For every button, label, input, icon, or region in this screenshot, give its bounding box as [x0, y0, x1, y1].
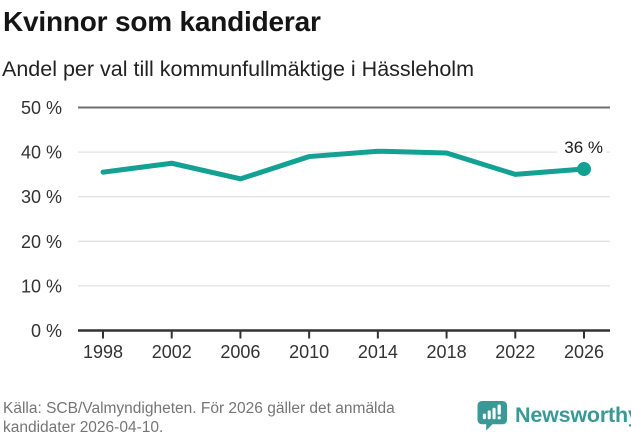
x-tick-label: 2018: [427, 342, 467, 362]
last-point-marker: [577, 162, 591, 176]
end-value-label: 36 %: [564, 138, 603, 157]
newsworthy-logo: Newsworthy: [477, 399, 631, 432]
x-tick-label: 2006: [220, 342, 260, 362]
y-tick-label: 10 %: [21, 276, 62, 296]
y-tick-label: 0 %: [31, 321, 62, 341]
y-tick-label: 30 %: [21, 187, 62, 207]
x-tick-label: 2026: [564, 342, 604, 362]
line-chart: 0 % 10 % 20 % 30 % 40 % 50 % 1998 2002 2006 2010 2…: [0, 95, 631, 380]
chart-subtitle: Andel per val till kommunfullmäktige i H…: [2, 57, 474, 82]
x-tick-label: 2022: [495, 342, 535, 362]
trend-line: [103, 151, 584, 179]
y-tick-label: 40 %: [21, 143, 62, 163]
x-tick-label: 2014: [358, 342, 398, 362]
page-title: Kvinnor som kandiderar: [3, 6, 321, 38]
x-tick-label: 2010: [289, 342, 329, 362]
y-tick-label: 50 %: [21, 98, 62, 118]
brand-name: Newsworthy: [515, 403, 631, 428]
source-note: Källa: SCB/Valmyndigheten. För 2026 gäll…: [3, 399, 458, 437]
x-tick-label: 1998: [83, 342, 123, 362]
newsworthy-icon: [477, 400, 508, 432]
x-tick-label: 2002: [152, 342, 192, 362]
y-tick-label: 20 %: [21, 232, 62, 252]
